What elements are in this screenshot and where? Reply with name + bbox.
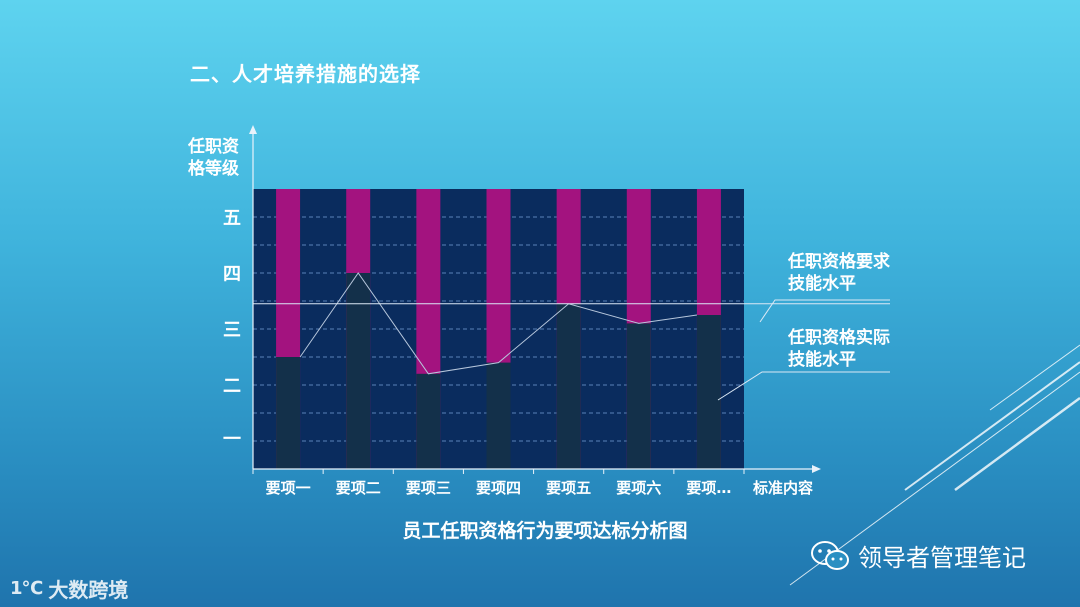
bar-actual-1 bbox=[276, 357, 301, 469]
legend-actual-leader bbox=[717, 371, 890, 401]
x-tick-label-4: 要项四 bbox=[476, 479, 521, 497]
decor-line bbox=[954, 396, 1080, 492]
bar-actual-4 bbox=[486, 362, 511, 469]
legend-required-label: 任职资格要求技能水平 bbox=[788, 252, 890, 294]
legend-actual-label: 任职资格实际技能水平 bbox=[788, 328, 890, 370]
legend-required-leader bbox=[759, 299, 890, 323]
wechat-icon bbox=[811, 540, 849, 570]
x-tick-label-6: 要项六 bbox=[616, 479, 661, 497]
brand-logo-icon: 1℃ bbox=[10, 578, 43, 599]
x-tick-label-5: 要项五 bbox=[546, 479, 591, 497]
x-tick-label-7: 要项… bbox=[686, 479, 731, 497]
wechat-watermark: 领导者管理笔记 bbox=[810, 538, 1026, 573]
y-tick-label-1: 一 bbox=[223, 429, 241, 450]
y-tick-label-4: 四 bbox=[223, 264, 241, 285]
y-tick-label-3: 三 bbox=[223, 320, 241, 341]
chart-title: 员工任职资格行为要项达标分析图 bbox=[402, 520, 688, 542]
actual-trend-line bbox=[299, 272, 698, 375]
slide-title: 二、人才培养措施的选择 bbox=[190, 62, 421, 86]
y-tick-label-5: 五 bbox=[223, 208, 241, 229]
bar-actual-5 bbox=[556, 303, 581, 469]
decor-line bbox=[989, 344, 1080, 411]
x-axis-label: 标准内容 bbox=[752, 479, 813, 497]
x-tick-label-1: 要项一 bbox=[266, 479, 311, 497]
decor-line bbox=[904, 361, 1080, 491]
x-tick-label-2: 要项二 bbox=[336, 479, 381, 497]
y-axis-arrow bbox=[249, 125, 257, 134]
brand-watermark: 1℃ 大数跨境 bbox=[10, 574, 128, 603]
bar-actual-3 bbox=[416, 373, 441, 469]
y-axis-label: 任职资格等级 bbox=[188, 137, 239, 179]
bar-actual-2 bbox=[346, 273, 371, 469]
bar-actual-7 bbox=[696, 315, 721, 469]
x-tick-label-3: 要项三 bbox=[406, 479, 451, 497]
bar-actual-6 bbox=[626, 323, 651, 469]
wechat-account-name: 领导者管理笔记 bbox=[858, 544, 1026, 572]
x-axis-arrow bbox=[812, 465, 821, 473]
brand-text: 大数跨境 bbox=[48, 578, 129, 602]
y-tick-label-2: 二 bbox=[223, 376, 241, 397]
